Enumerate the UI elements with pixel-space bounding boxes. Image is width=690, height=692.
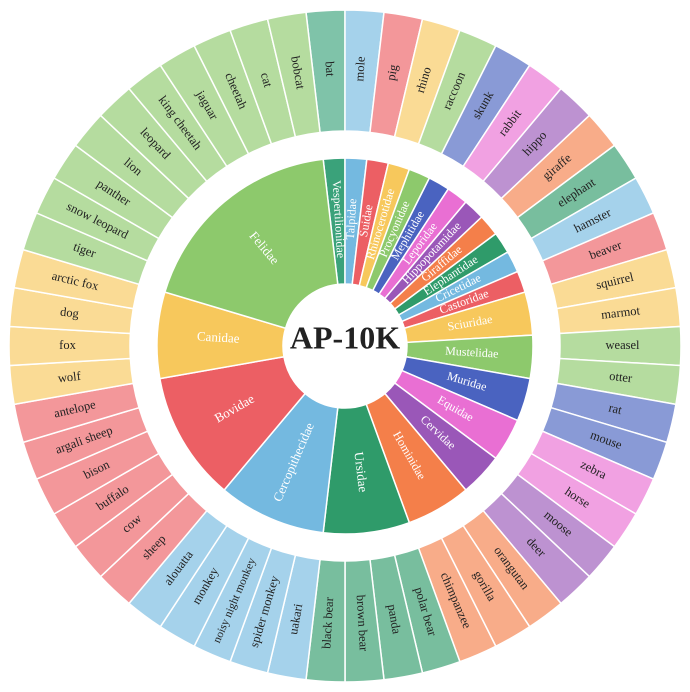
species-label-bobcat: bobcat bbox=[288, 55, 308, 91]
species-label-dog: dog bbox=[59, 305, 80, 321]
species-wedge-bobcat bbox=[266, 11, 321, 138]
species-label-panda: panda bbox=[385, 603, 404, 635]
family-wedge-felidae bbox=[163, 158, 339, 330]
species-label-uakari: uakari bbox=[286, 602, 305, 636]
family-label-vespertilionidae: Vespertilionidae bbox=[330, 180, 349, 259]
species-label-fox: fox bbox=[59, 338, 76, 352]
chart-title: AP-10K bbox=[290, 319, 400, 355]
species-label-rat: rat bbox=[607, 401, 624, 418]
family-label-canidae: Canidae bbox=[197, 328, 241, 345]
family-wedge-bovidae bbox=[158, 355, 307, 492]
species-label-marmot: marmot bbox=[600, 303, 641, 321]
species-label-weasel: weasel bbox=[605, 338, 640, 352]
species-label-brown-bear: brown bear bbox=[354, 594, 371, 652]
species-label-black-bear: black bear bbox=[319, 596, 336, 649]
species-label-bat: bat bbox=[323, 61, 338, 78]
species-label-otter: otter bbox=[609, 369, 634, 386]
species-label-pig: pig bbox=[384, 63, 401, 82]
species-label-wolf: wolf bbox=[57, 369, 82, 386]
species-label-cat: cat bbox=[258, 71, 276, 89]
family-label-mustelidae: Mustelidae bbox=[445, 344, 499, 361]
family-ring: VespertilionidaeTalpidaeSuidaeRhinocerot… bbox=[156, 157, 534, 535]
family-label-ursidae: Ursidae bbox=[351, 451, 371, 493]
species-ring: bat mole pig rhino raccoon skunkrabbithippogi… bbox=[8, 9, 682, 683]
family-label-talpidae: Talpidae bbox=[343, 198, 359, 240]
species-label-mole: mole bbox=[352, 56, 367, 82]
family-label-suidae: Suidae bbox=[356, 203, 375, 238]
